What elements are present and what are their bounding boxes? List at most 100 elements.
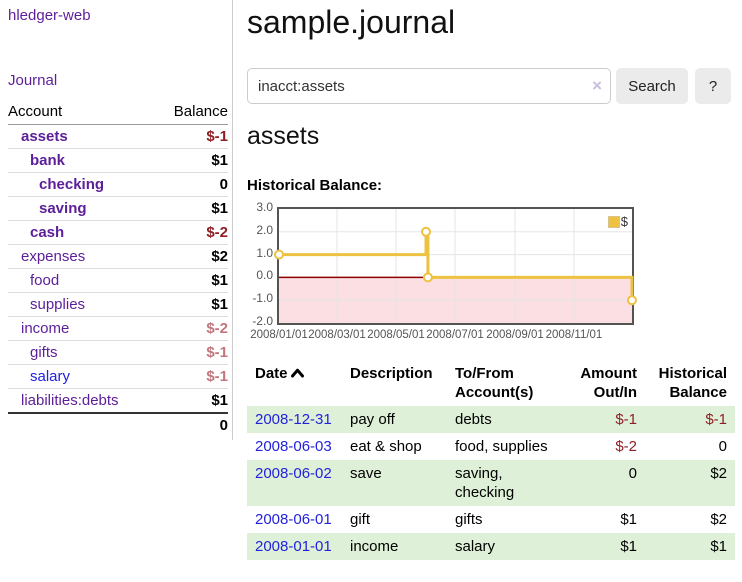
register-header-description: Description [350, 365, 433, 382]
transaction-balance: $2 [710, 465, 727, 482]
transaction-amount: $1 [620, 511, 637, 528]
transaction-row: 2008-01-01 income salary $1 $1 [247, 533, 735, 560]
register-table: Date Description To/From Account(s) Amou… [247, 360, 735, 560]
chart-plot-area: $ [274, 207, 637, 325]
account-row: supplies $1 [8, 292, 228, 317]
account-row: income $-2 [8, 316, 228, 341]
sidebar-account-link[interactable]: food [30, 272, 60, 289]
accounts-total-value: 0 [155, 412, 228, 437]
transaction-description: save [350, 465, 382, 482]
account-balance: $2 [155, 244, 228, 269]
accounts-header-account: Account [8, 100, 156, 125]
sidebar-account-link[interactable]: income [21, 320, 70, 337]
account-balance: $-1 [155, 364, 228, 389]
account-row: saving $1 [8, 196, 228, 221]
account-row: salary $-1 [8, 364, 228, 389]
transaction-accounts: saving, checking [455, 465, 515, 501]
transaction-description: gift [350, 511, 371, 528]
sidebar-account-link[interactable]: assets [21, 128, 68, 145]
historical-balance-chart: 3.0 2.0 1.0 0.0 -1.0 -2.0 $ 2008/01/01 2008/03… [247, 200, 667, 347]
transaction-date-link[interactable]: 2008-06-03 [255, 438, 332, 455]
chart-heading: Historical Balance: [247, 177, 383, 194]
account-balance: $-1 [155, 124, 228, 149]
x-tick-label: 2008/01/01 [250, 329, 308, 341]
account-balance: $1 [155, 268, 228, 293]
transaction-row: 2008-12-31 pay off debts $-1 $-1 [247, 406, 735, 433]
sidebar-account-link[interactable]: liabilities:debts [21, 392, 119, 409]
transaction-row: 2008-06-02 save saving, checking 0 $2 [247, 460, 735, 506]
transaction-date-link[interactable]: 2008-01-01 [255, 538, 332, 555]
x-tick-label: 2008/07/01 [426, 329, 484, 341]
series-label: $ [620, 214, 628, 229]
transaction-row: 2008-06-01 gift gifts $1 $2 [247, 506, 735, 533]
sidebar: hledger-web Journal Account Balance asse… [0, 0, 233, 440]
transaction-amount: $-1 [615, 411, 637, 428]
series-swatch-icon [607, 215, 620, 228]
search-input[interactable] [247, 68, 611, 104]
transaction-balance: 0 [718, 438, 727, 455]
account-row: bank $1 [8, 148, 228, 173]
transaction-accounts: salary [455, 538, 496, 555]
sidebar-account-link[interactable]: bank [30, 152, 66, 169]
transaction-amount: $1 [620, 538, 637, 555]
accounts-table-header: Account Balance [8, 100, 228, 125]
transaction-description: pay off [350, 411, 395, 428]
clear-search-icon[interactable]: × [592, 76, 602, 95]
account-balance: $1 [155, 196, 228, 221]
transaction-row: 2008-06-03 eat & shop food, supplies $-2 0 [247, 433, 735, 460]
date-header-label: Date [255, 365, 288, 382]
transaction-balance: $-1 [705, 411, 727, 428]
register-header-date[interactable]: Date [247, 360, 342, 406]
account-balance: $-2 [155, 316, 228, 341]
y-tick-label: -1.0 [252, 291, 273, 306]
transaction-accounts: gifts [455, 511, 483, 528]
account-row: food $1 [8, 268, 228, 293]
sidebar-account-link[interactable]: cash [30, 224, 65, 241]
x-tick-label: 2008/03/01 [308, 329, 366, 341]
transaction-accounts: food, supplies [455, 438, 548, 455]
accounts-total-row: 0 [8, 412, 228, 437]
transaction-date-link[interactable]: 2008-06-01 [255, 511, 332, 528]
y-tick-label: 2.0 [256, 222, 273, 237]
app-title-link[interactable]: hledger-web [8, 7, 91, 24]
sidebar-account-link[interactable]: saving [39, 200, 87, 217]
account-balance: $-2 [155, 220, 228, 245]
transaction-amount: 0 [628, 465, 637, 482]
sidebar-item-journal[interactable]: Journal [8, 72, 58, 89]
account-balance: $1 [155, 148, 228, 173]
sidebar-account-link[interactable]: checking [39, 176, 105, 193]
sidebar-account-link[interactable]: expenses [21, 248, 86, 265]
search-box: × [247, 68, 611, 104]
search-button[interactable]: Search [616, 68, 688, 104]
account-balance: $1 [211, 392, 228, 409]
page-title: sample.journal [247, 4, 456, 40]
account-row: expenses $2 [8, 244, 228, 269]
y-tick-label: 0.0 [256, 268, 273, 283]
x-tick-label: 2008/05/01 [367, 329, 425, 341]
account-row: assets $-1 [8, 124, 228, 149]
register-header-amount: Amount Out/In [580, 365, 637, 401]
account-balance: 0 [155, 172, 228, 197]
main-content: sample.journal × Search ? assets Histori… [247, 0, 742, 582]
transaction-date-link[interactable]: 2008-12-31 [255, 411, 332, 428]
register-header-accounts: To/From Account(s) [455, 365, 534, 401]
accounts-total-spacer [8, 412, 156, 437]
sort-asc-icon [290, 368, 304, 378]
register-header-row: Date Description To/From Account(s) Amou… [247, 360, 735, 406]
register-header-balance: Historical Balance [658, 365, 727, 401]
y-tick-label: 3.0 [256, 200, 273, 214]
transaction-balance: $1 [710, 538, 727, 555]
chart-legend: $ [607, 214, 628, 229]
sidebar-account-link[interactable]: gifts [30, 344, 58, 361]
help-button[interactable]: ? [695, 68, 731, 104]
x-tick-label: 2008/09/01 [486, 329, 544, 341]
transaction-amount: $-2 [615, 438, 637, 455]
sidebar-account-link[interactable]: supplies [30, 296, 86, 313]
sidebar-account-link[interactable]: salary [30, 368, 71, 385]
transaction-description: eat & shop [350, 438, 422, 455]
accounts-table: Account Balance assets $-1 bank $1 checking 0… [8, 100, 228, 437]
account-balance: $1 [155, 292, 228, 317]
transaction-date-link[interactable]: 2008-06-02 [255, 465, 332, 482]
account-heading: assets [247, 122, 320, 150]
